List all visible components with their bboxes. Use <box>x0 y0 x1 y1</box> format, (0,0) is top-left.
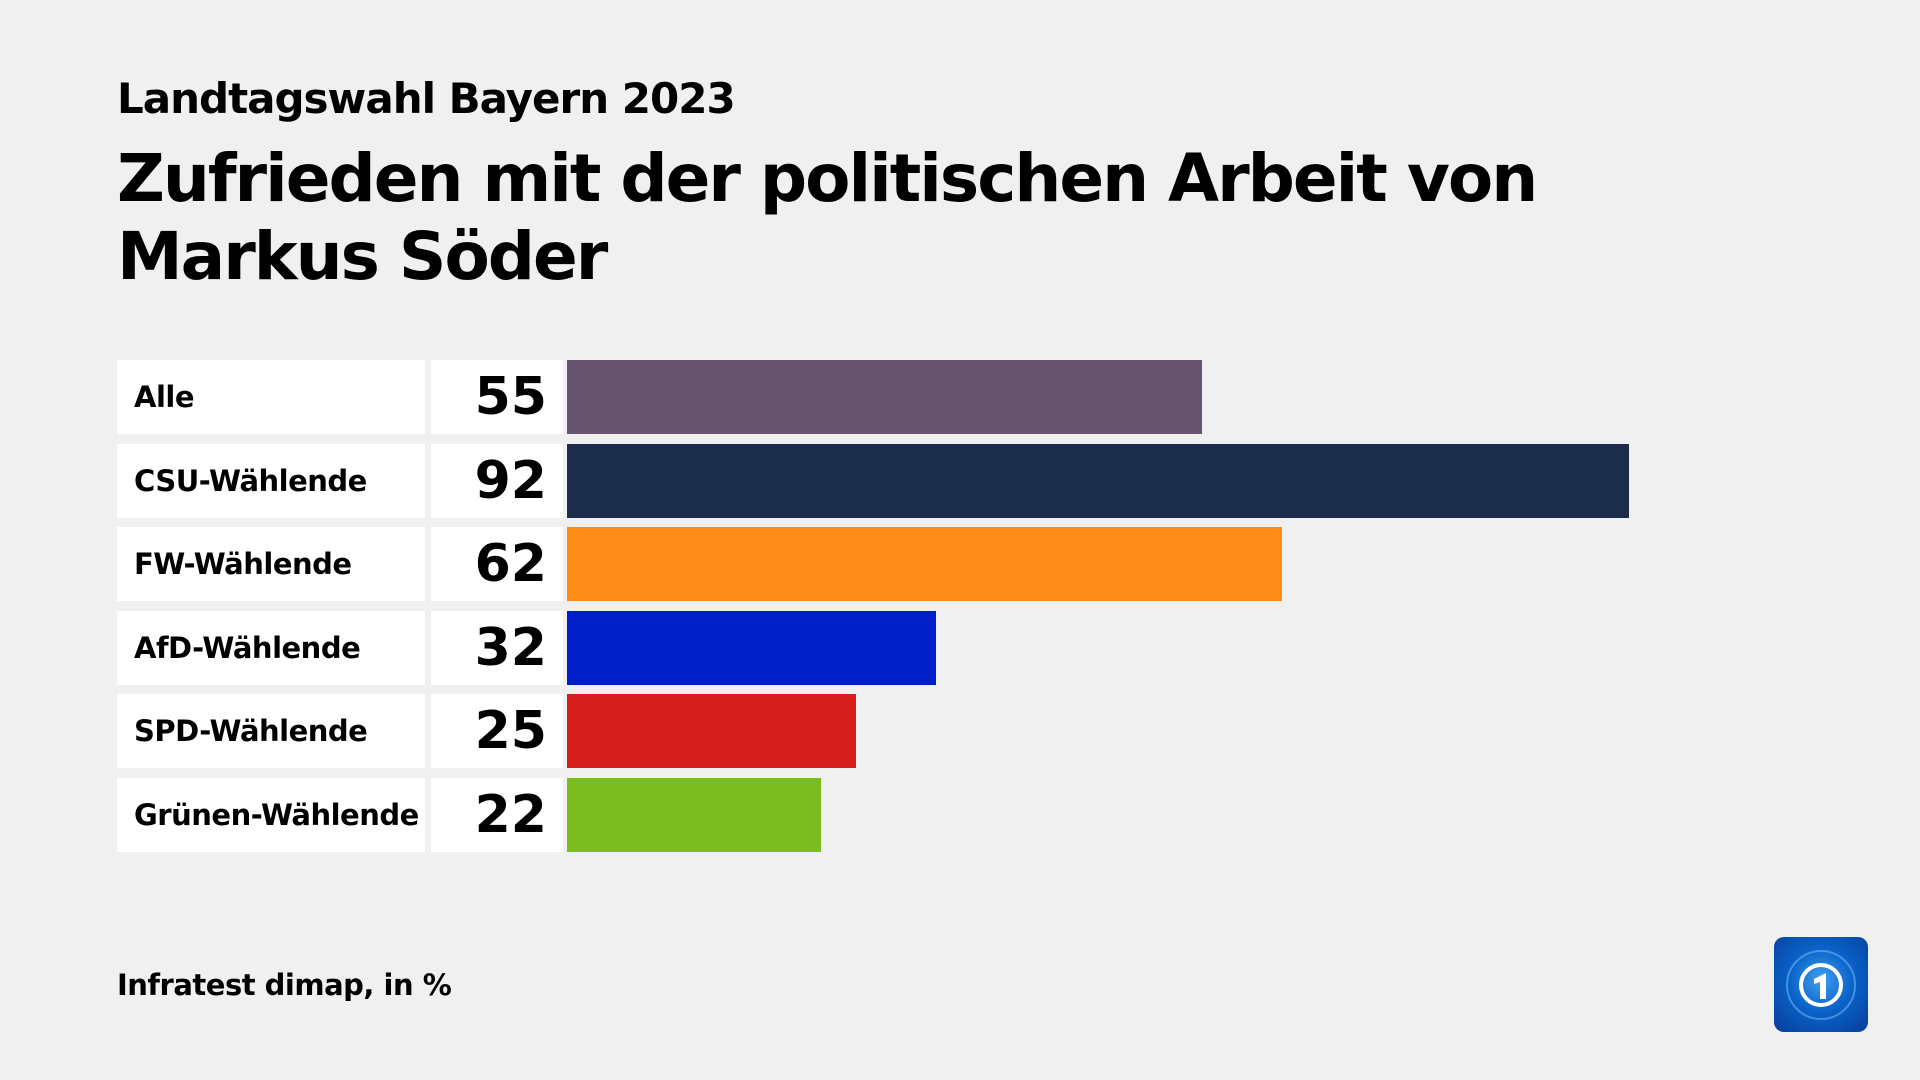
bar <box>567 694 856 768</box>
data-label: 22 <box>431 777 563 852</box>
data-label: 25 <box>431 694 563 768</box>
data-label: 62 <box>431 527 563 601</box>
bar <box>567 610 937 685</box>
source-note: Infratest dimap, in % <box>117 968 452 1002</box>
category-label: Alle <box>117 360 425 434</box>
category-label: CSU-Wählende <box>117 443 425 518</box>
data-label: 55 <box>431 360 563 434</box>
bar <box>567 360 1202 434</box>
category-label: AfD-Wählende <box>117 610 425 685</box>
category-label: Grünen-Wählende <box>117 777 425 852</box>
bar <box>567 443 1629 518</box>
bar <box>567 777 821 852</box>
category-label: FW-Wählende <box>117 527 425 601</box>
chart-title: Zufrieden mit der politischen Arbeit von… <box>117 140 1538 295</box>
category-label: SPD-Wählende <box>117 694 425 768</box>
data-label: 32 <box>431 610 563 685</box>
supertitle: Landtagswahl Bayern 2023 <box>117 74 736 123</box>
bar <box>567 527 1283 601</box>
data-label: 92 <box>431 443 563 518</box>
tagesschau-logo-icon <box>1774 937 1868 1032</box>
